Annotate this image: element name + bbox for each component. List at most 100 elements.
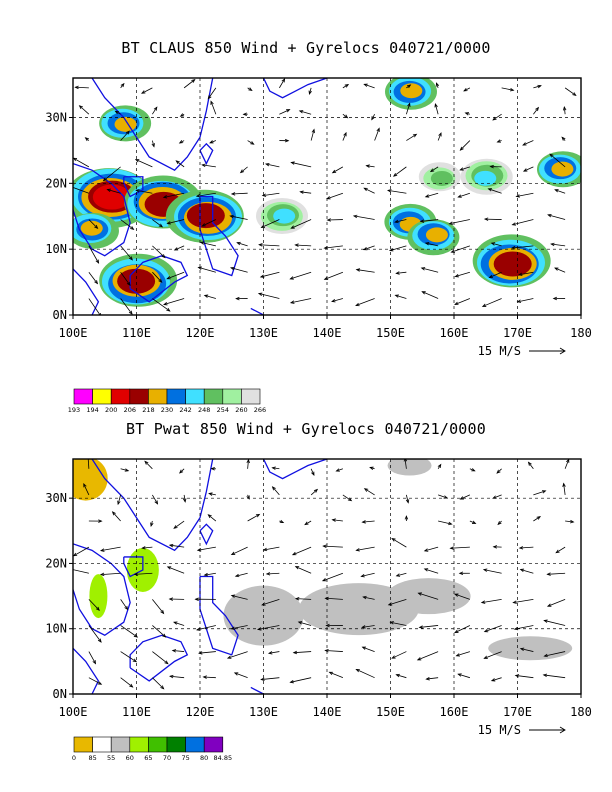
wind-vector	[456, 651, 470, 657]
wind-vector-head	[335, 468, 340, 472]
wind-vector-head	[191, 78, 196, 83]
wind-vector-head	[355, 548, 360, 552]
wind-vector	[163, 192, 185, 198]
wind-vector-head	[325, 623, 330, 628]
wind-vector	[120, 599, 128, 610]
colorbar-swatch	[148, 736, 168, 753]
wind-vector	[458, 673, 470, 679]
wind-vector	[103, 166, 121, 181]
wind-vector-head	[83, 482, 87, 488]
wind-vector-head	[151, 143, 155, 148]
top-chart-title: BT CLAUS 850 Wind + Gyrelocs 040721/0000	[121, 39, 491, 57]
colorbar-label: 200	[105, 406, 117, 414]
wind-vector	[247, 140, 254, 145]
wind-vector	[235, 572, 248, 577]
wind-vector	[387, 190, 407, 194]
wind-vector-head	[355, 268, 361, 272]
colorbar-label: 84.85	[213, 754, 232, 762]
wind-vector	[261, 219, 280, 228]
wind-vector-head	[480, 600, 486, 604]
wind-vector-head	[153, 106, 158, 111]
colorbar-label: 75	[181, 754, 189, 762]
wind-vector-head	[111, 511, 116, 516]
coastline	[199, 575, 239, 656]
wind-vector	[231, 546, 248, 555]
wind-vector	[364, 83, 375, 89]
wind-vector-head	[517, 272, 523, 276]
wind-vector-head	[403, 459, 408, 462]
x-tick-label: 160E	[440, 326, 469, 340]
wind-vector-head	[164, 660, 169, 665]
chart-panel-1: 100E 110E 120E 130E 140E 150E 160E 170E 180 0N 10N…	[45, 458, 592, 737]
wind-vector-head	[248, 87, 253, 91]
wind-vector-head	[178, 139, 184, 144]
coastline	[73, 647, 100, 694]
wind-vector-head	[250, 141, 255, 145]
colorbar-label: 0	[72, 754, 76, 762]
wind-vector-head	[362, 595, 367, 600]
wind-vector-head	[160, 685, 165, 690]
shade-convection-luzon	[165, 189, 244, 243]
wind-vector-head	[69, 186, 72, 189]
colorbar-swatch	[129, 736, 149, 753]
wind-vector-head	[298, 110, 304, 114]
shade-convection-170e	[472, 234, 551, 288]
wind-vector	[204, 294, 216, 299]
coastline	[199, 195, 239, 277]
wind-vector-head	[554, 189, 559, 193]
wind-vector	[364, 187, 375, 194]
wind-vector-head	[290, 161, 295, 165]
wind-vector	[551, 243, 566, 247]
wind-vector	[200, 241, 216, 247]
colorbar-label: 218	[142, 406, 154, 414]
wind-vector	[426, 677, 439, 680]
y-tick-label: 30N	[45, 111, 67, 125]
colorbar-label: 260	[235, 406, 247, 414]
wind-vector	[266, 572, 280, 575]
wind-vector-head	[284, 138, 290, 143]
wind-vector	[265, 163, 280, 168]
colorbar-label: 80	[200, 754, 208, 762]
wind-vector	[136, 189, 153, 194]
wind-vector	[152, 494, 158, 505]
wind-vector-head	[135, 189, 140, 193]
wind-vector	[491, 677, 502, 682]
wind-vector	[515, 675, 534, 679]
colorbar-label: 230	[161, 406, 173, 414]
wind-vector-head	[246, 495, 250, 500]
wind-vector-head	[406, 84, 412, 89]
wind-vector-head	[168, 597, 174, 601]
wind-vector	[363, 245, 375, 251]
wind-vector	[237, 242, 248, 247]
wind-vector	[263, 546, 280, 551]
wind-vector	[227, 651, 248, 659]
wind-vector-head	[162, 633, 167, 638]
wind-vector-head	[99, 548, 105, 552]
wind-vector	[404, 459, 407, 469]
wind-vector	[117, 494, 122, 505]
wind-vector-head	[183, 498, 187, 503]
wind-vector	[197, 546, 216, 551]
wind-vector-head	[291, 551, 297, 556]
wind-vector	[324, 271, 344, 280]
wind-vector	[198, 267, 216, 273]
wind-vector	[563, 483, 566, 495]
wind-vector	[73, 186, 90, 194]
colorbar-label: 70	[163, 754, 171, 762]
wind-vector	[458, 192, 471, 198]
wind-vector-head	[536, 516, 541, 520]
wind-vector	[173, 621, 185, 626]
wind-vector-head	[355, 302, 360, 307]
wind-vector-head	[141, 546, 146, 550]
wind-vector-head	[363, 83, 368, 87]
coastline	[250, 686, 264, 694]
wind-vector	[134, 572, 153, 575]
wind-vector	[463, 87, 471, 92]
wind-vector-head	[199, 241, 205, 245]
wind-vector	[152, 271, 163, 283]
wind-vector	[492, 113, 502, 121]
wind-vector-head	[289, 276, 294, 280]
wind-vector-head	[483, 217, 489, 221]
wind-vector	[450, 546, 470, 549]
wind-vector-head	[322, 544, 327, 548]
